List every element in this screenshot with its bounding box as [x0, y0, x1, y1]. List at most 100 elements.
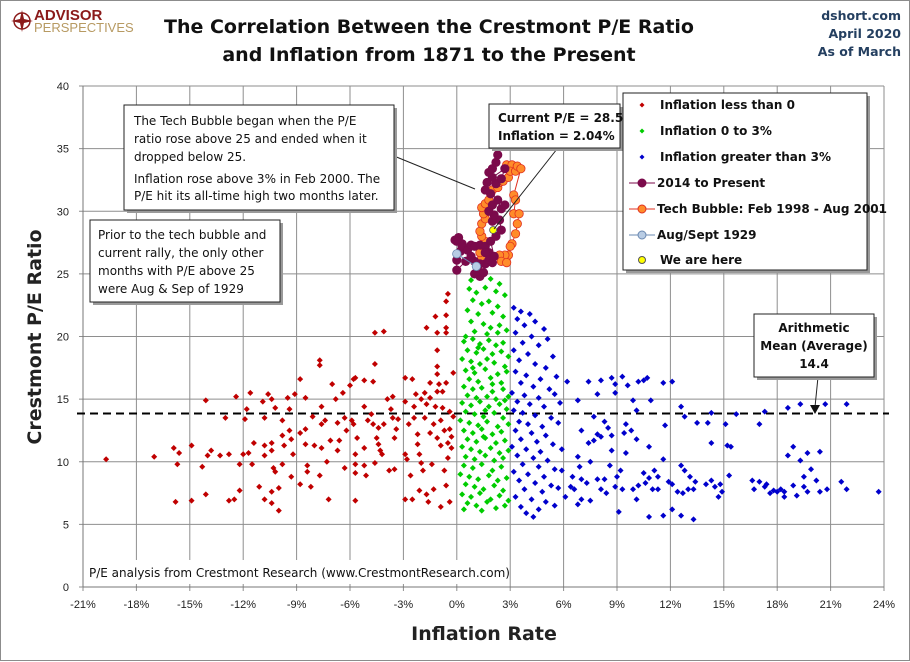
mid-inflation-point [492, 505, 499, 512]
pos-inflation-point [514, 398, 521, 405]
y-tick-label: 10 [57, 457, 69, 469]
mid-inflation-point [466, 473, 473, 480]
neg-inflation-point [202, 397, 209, 404]
mid-inflation-point [492, 439, 499, 446]
pos-inflation-point [521, 392, 528, 399]
pos-inflation-point [635, 482, 642, 489]
mid-inflation-point [482, 284, 489, 291]
neg-inflation-point [188, 497, 195, 504]
pos-inflation-point [514, 452, 521, 459]
neg-inflation-point [432, 313, 439, 320]
neg-inflation-point [421, 389, 428, 396]
neg-inflation-point [354, 434, 361, 441]
neg-inflation-point [240, 451, 247, 458]
neg-inflation-point [389, 414, 396, 421]
neg-inflation-point [393, 426, 400, 433]
pos-inflation-point [597, 433, 604, 440]
neg-inflation-point [286, 427, 293, 434]
pos-inflation-point [654, 473, 661, 480]
neg-inflation-point [188, 442, 195, 449]
pos-inflation-point [800, 483, 807, 490]
mid-inflation-point [501, 397, 508, 404]
mid-inflation-point [475, 310, 482, 317]
mid-inflation-point [487, 275, 494, 282]
mid-inflation-point [487, 496, 494, 503]
neg-inflation-point [311, 442, 318, 449]
legend-marker-diamond-icon [639, 102, 645, 108]
mid-inflation-point [460, 338, 467, 345]
pos-inflation-point [649, 486, 656, 493]
pos-inflation-point [669, 506, 676, 513]
pos-inflation-point [822, 401, 829, 408]
tech-bubble-point [505, 241, 515, 251]
source-site: dshort.com [821, 8, 901, 23]
pos-inflation-point [530, 454, 537, 461]
mid-inflation-point [505, 421, 512, 428]
pos-inflation-point [640, 470, 647, 477]
pos-inflation-point [578, 427, 585, 434]
neg-inflation-point [316, 357, 323, 364]
mid-inflation-point [491, 409, 498, 416]
pos-inflation-point [519, 339, 526, 346]
neg-inflation-point [437, 417, 444, 424]
mid-inflation-point [505, 353, 512, 360]
pos-inflation-point [674, 488, 681, 495]
neg-inflation-point [259, 398, 266, 405]
neg-inflation-point [373, 434, 380, 441]
pos-inflation-point [790, 482, 797, 489]
mid-inflation-point [503, 327, 510, 334]
neg-inflation-point [225, 497, 232, 504]
pos-inflation-point [662, 422, 669, 429]
mid-inflation-point [464, 392, 471, 399]
pos-inflation-point [781, 493, 788, 500]
mid-inflation-point [468, 358, 475, 365]
pos-inflation-point [525, 351, 531, 358]
pos-inflation-point [594, 391, 601, 398]
neg-inflation-point [423, 491, 430, 498]
neg-inflation-point [261, 414, 268, 421]
mid-inflation-point [475, 476, 482, 483]
pos-inflation-point [532, 480, 539, 487]
neg-inflation-point [236, 487, 243, 494]
mid-inflation-point [459, 399, 466, 406]
neg-inflation-point [261, 442, 268, 449]
neg-inflation-point [316, 472, 323, 479]
compass-star-icon [11, 10, 33, 32]
mid-inflation-point [484, 418, 491, 425]
pos-inflation-point [555, 419, 562, 426]
pos-inflation-point [669, 378, 676, 385]
mid-inflation-point [462, 333, 469, 340]
pos-inflation-point [517, 308, 524, 315]
pos-inflation-point [646, 475, 653, 482]
pos-inflation-point [523, 510, 530, 517]
pos-inflation-point [875, 488, 882, 495]
pos-inflation-point [510, 347, 517, 354]
neg-inflation-point [402, 398, 409, 405]
neg-inflation-point [275, 485, 282, 492]
x-tick-label: 24% [873, 599, 895, 611]
pos-inflation-point [530, 383, 537, 390]
line-series [450, 150, 526, 281]
pos-inflation-point [533, 438, 540, 445]
pos-inflation-point [756, 421, 763, 428]
pos-inflation-point [640, 377, 647, 384]
pos-inflation-point [537, 448, 544, 455]
mid-inflation-point [469, 364, 476, 371]
neg-inflation-point [409, 376, 416, 383]
neg-inflation-point [434, 329, 441, 336]
pos-inflation-point [590, 413, 597, 420]
neg-inflation-point [371, 460, 378, 467]
x-tick-label: -15% [177, 599, 203, 611]
tech-bubble-point [475, 226, 485, 236]
neg-inflation-point [405, 421, 412, 428]
neg-inflation-point [443, 324, 450, 331]
pos-inflation-point [576, 463, 583, 470]
x-tick-label: 0% [449, 599, 465, 611]
pos-inflation-point [800, 473, 807, 480]
pos-inflation-point [508, 443, 515, 450]
pos-inflation-point [727, 443, 734, 450]
mean-arrow-line [814, 376, 819, 408]
pos-inflation-point [514, 315, 521, 322]
mid-inflation-point [489, 309, 496, 316]
neg-inflation-point [387, 406, 394, 413]
